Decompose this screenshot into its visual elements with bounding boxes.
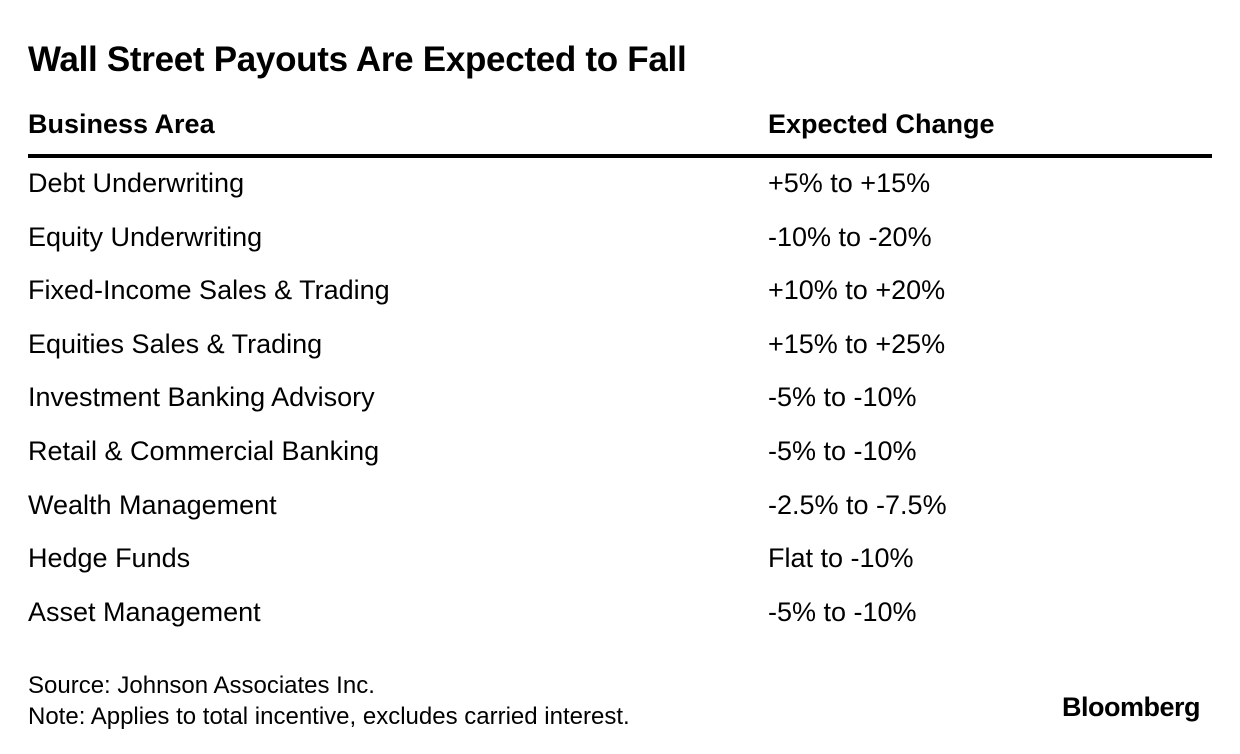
expected-change-cell: +5% to +15% xyxy=(768,168,931,198)
table-row: Asset Management -5% to -10% xyxy=(28,587,1212,641)
table-row: Equities Sales & Trading +15% to +25% xyxy=(28,319,1212,373)
table-row: Retail & Commercial Banking -5% to -10% xyxy=(28,426,1212,480)
table-row: Debt Underwriting +5% to +15% xyxy=(28,158,1212,212)
business-area-cell: Investment Banking Advisory xyxy=(28,382,375,413)
expected-change-cell: Flat to -10% xyxy=(768,543,914,574)
table-row: Hedge Funds Flat to -10% xyxy=(28,533,1212,587)
bloomberg-logo: Bloomberg xyxy=(1061,692,1201,722)
footer-notes: Source: Johnson Associates Inc. Note: Ap… xyxy=(28,670,630,732)
table-row: Fixed-Income Sales & Trading +10% to +20% xyxy=(28,265,1212,319)
expected-change-cell: -5% to -10% xyxy=(768,382,917,413)
source-text: Source: Johnson Associates Inc. xyxy=(28,672,375,699)
expected-change-cell: +15% to +25% xyxy=(768,328,946,359)
business-area-cell: Retail & Commercial Banking xyxy=(28,435,380,466)
table-header-row: Business Area Expected Change xyxy=(28,104,1212,158)
business-area-cell: Wealth Management xyxy=(28,489,277,520)
table-row: Investment Banking Advisory -5% to -10% xyxy=(28,372,1212,426)
note-text: Note: Applies to total incentive, exclud… xyxy=(28,703,630,730)
expected-change-cell: -5% to -10% xyxy=(768,596,917,627)
expected-change-cell: -5% to -10% xyxy=(768,435,917,466)
business-area-cell: Fixed-Income Sales & Trading xyxy=(28,275,390,306)
expected-change-cell: +10% to +20% xyxy=(768,275,946,306)
expected-change-cell: -10% to -20% xyxy=(768,221,932,252)
business-area-cell: Equities Sales & Trading xyxy=(28,328,323,359)
table-body: Debt Underwriting +5% to +15% Equity Under… xyxy=(28,158,1212,640)
expected-change-cell: -2.5% to -7.5% xyxy=(768,489,947,520)
business-area-cell: Equity Underwriting xyxy=(28,221,263,252)
table-row: Wealth Management -2.5% to -7.5% xyxy=(28,480,1212,534)
data-table: Business Area Expected Change Debt Under… xyxy=(28,104,1212,640)
business-area-cell: Hedge Funds xyxy=(28,543,191,574)
column-header-expected-change: Expected Change xyxy=(768,109,995,139)
business-area-cell: Asset Management xyxy=(28,596,261,627)
column-header-business-area: Business Area xyxy=(28,109,215,139)
table-row: Equity Underwriting -10% to -20% xyxy=(28,212,1212,266)
business-area-cell: Debt Underwriting xyxy=(28,168,245,198)
chart-title: Wall Street Payouts Are Expected to Fall xyxy=(28,40,687,79)
